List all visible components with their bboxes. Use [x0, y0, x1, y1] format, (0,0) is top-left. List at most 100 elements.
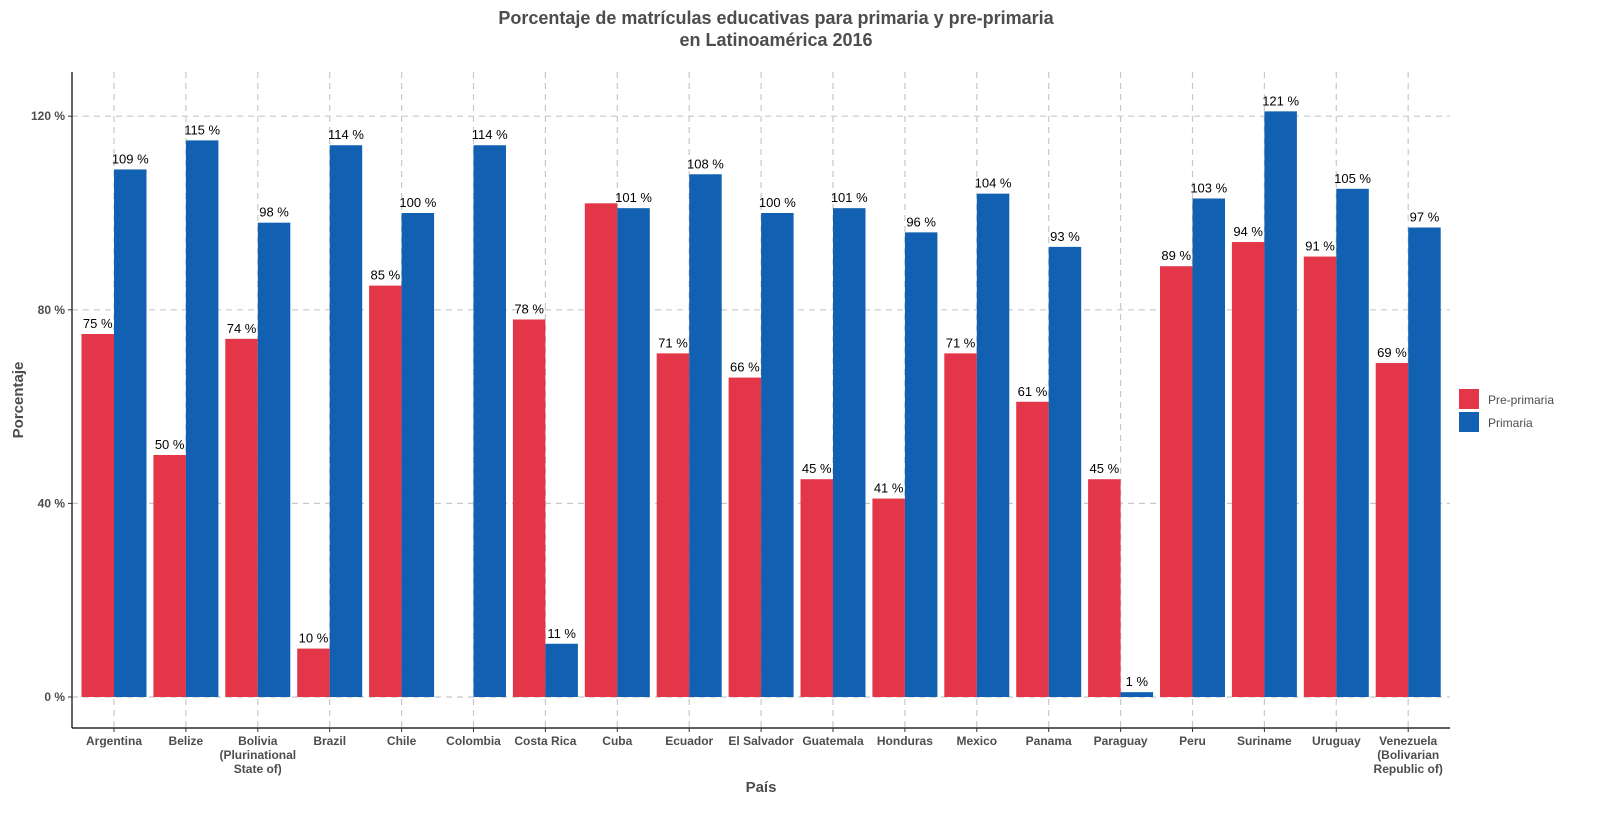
- bar-primaria: [833, 208, 866, 697]
- bar-value-label: 96 %: [906, 214, 936, 229]
- bar-primaria: [401, 213, 435, 697]
- x-tick-label: Venezuela (Bolivarian Republic of): [1374, 734, 1443, 776]
- chart-subtitle: en Latinoamérica 2016: [679, 30, 872, 50]
- bar-primaria: [329, 145, 363, 698]
- legend-label: Primaria: [1488, 416, 1533, 430]
- y-tick-label: 80 %: [38, 303, 66, 317]
- bar-pre-primaria: [369, 285, 402, 697]
- x-tick-label: Chile: [387, 734, 417, 748]
- bar-pre-primaria: [800, 479, 833, 697]
- bar-value-label: 101 %: [831, 190, 868, 205]
- bar-pre-primaria: [512, 319, 546, 697]
- bar-value-label: 69 %: [1377, 345, 1407, 360]
- bar-value-label: 114 %: [472, 127, 508, 142]
- bar-primaria: [904, 232, 938, 698]
- x-tick-label: Colombia: [446, 734, 501, 748]
- bar-value-label: 41 %: [874, 481, 904, 496]
- bar-value-label: 10 %: [299, 631, 329, 646]
- x-tick-label: Honduras: [877, 734, 933, 748]
- bar-value-label: 100 %: [759, 195, 796, 210]
- bar-value-label: 71 %: [658, 335, 688, 350]
- bar-pre-primaria: [225, 338, 258, 697]
- bar-value-label: 45 %: [1090, 461, 1120, 476]
- bar-primaria: [185, 140, 219, 697]
- bar-primaria: [1408, 227, 1441, 697]
- bar-pre-primaria: [584, 203, 618, 697]
- x-tick-label: Peru: [1179, 734, 1206, 748]
- bar-value-label: 93 %: [1050, 229, 1080, 244]
- bar-primaria: [1048, 246, 1082, 697]
- bar-primaria: [473, 145, 506, 698]
- bar-value-label: 11 %: [547, 626, 576, 641]
- bar-value-label: 114 %: [328, 127, 364, 142]
- x-tick-label: Cuba: [602, 734, 632, 748]
- bar-pre-primaria: [1160, 266, 1193, 697]
- bar-labels-group: 75 % 50 % 74 % 10 % 85 % 78 % 71 % 66 % 45 % 41 %…: [83, 93, 1440, 689]
- x-tick-label: Suriname: [1237, 734, 1292, 748]
- y-tick-label: 120 %: [31, 109, 65, 123]
- bar-primaria: [617, 208, 650, 697]
- bar-value-label: 78 %: [514, 301, 544, 316]
- bars-group: [81, 111, 1441, 698]
- bar-pre-primaria: [656, 353, 690, 697]
- legend-swatch: [1459, 412, 1479, 432]
- y-axis-ticks: 0 % 40 % 80 % 120 %: [31, 109, 72, 704]
- bar-value-label: 115 %: [184, 122, 220, 137]
- x-tick-label: Brazil: [313, 734, 346, 748]
- bar-value-label: 100 %: [399, 195, 436, 210]
- bar-primaria: [689, 174, 722, 697]
- bar-pre-primaria: [1088, 479, 1121, 697]
- bar-value-label: 89 %: [1161, 248, 1191, 263]
- bar-value-label: 74 %: [227, 321, 257, 336]
- legend: Pre-primaria Primaria: [1459, 389, 1554, 432]
- bar-value-label: 108 %: [687, 156, 724, 171]
- bar-value-label: 121 %: [1262, 93, 1299, 108]
- x-tick-label: Panama: [1026, 734, 1072, 748]
- bar-pre-primaria: [728, 377, 762, 697]
- bar-primaria: [976, 193, 1010, 697]
- bar-value-label: 45 %: [802, 461, 832, 476]
- bar-primaria: [114, 169, 147, 697]
- bar-pre-primaria: [1016, 401, 1049, 697]
- x-tick-label: Argentina: [86, 734, 142, 748]
- y-axis-title: Porcentaje: [10, 362, 27, 439]
- bar-pre-primaria: [81, 334, 114, 697]
- bar-value-label: 94 %: [1233, 224, 1263, 239]
- bar-primaria: [545, 643, 578, 697]
- bar-pre-primaria: [1231, 242, 1265, 698]
- bar-value-label: 105 %: [1334, 171, 1371, 186]
- x-tick-label: Paraguay: [1094, 734, 1148, 748]
- bar-value-label: 85 %: [371, 268, 401, 283]
- legend-label: Pre-primaria: [1488, 393, 1554, 407]
- x-axis-ticks: Argentina Belize Bolivia (Plurinational Stat…: [86, 728, 1443, 776]
- x-tick-label: Costa Rica: [514, 734, 576, 748]
- chart-title: Porcentaje de matrículas educativas para…: [498, 8, 1054, 28]
- y-tick-label: 40 %: [38, 496, 66, 510]
- bar-value-label: 75 %: [83, 316, 113, 331]
- bar-value-label: 104 %: [975, 176, 1012, 191]
- bar-primaria: [1192, 198, 1225, 698]
- bar-value-label: 98 %: [259, 205, 289, 220]
- bar-pre-primaria: [297, 648, 330, 697]
- x-tick-label: Bolivia (Plurinational State of): [219, 734, 296, 776]
- bar-primaria: [1120, 692, 1154, 697]
- bar-primaria: [257, 222, 291, 697]
- x-tick-label: Uruguay: [1312, 734, 1361, 748]
- x-axis-title: País: [746, 779, 777, 796]
- bar-value-label: 109 %: [112, 151, 149, 166]
- bar-value-label: 103 %: [1190, 180, 1227, 195]
- x-tick-label: Ecuador: [665, 734, 713, 748]
- bar-value-label: 91 %: [1305, 239, 1335, 254]
- x-tick-label: Belize: [169, 734, 204, 748]
- bar-value-label: 61 %: [1018, 384, 1048, 399]
- bar-primaria: [1264, 111, 1297, 698]
- bar-primaria: [761, 213, 794, 697]
- bar-value-label: 1 %: [1126, 674, 1149, 689]
- bar-pre-primaria: [1375, 363, 1409, 697]
- bar-primaria: [1336, 188, 1369, 698]
- legend-swatch: [1459, 389, 1479, 409]
- bar-pre-primaria: [153, 455, 186, 697]
- bar-value-label: 101 %: [615, 190, 652, 205]
- bar-value-label: 50 %: [155, 437, 185, 452]
